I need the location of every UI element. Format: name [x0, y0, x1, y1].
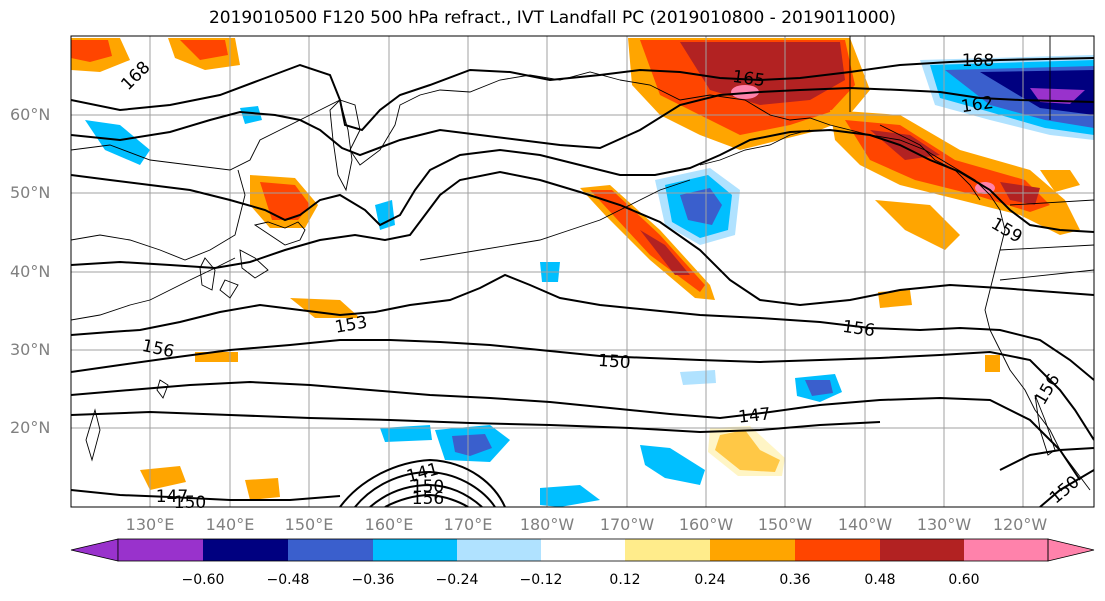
- lon-label: 150°W: [757, 515, 813, 534]
- lat-label: 30°N: [10, 340, 51, 359]
- colorbar-bin: [795, 539, 880, 561]
- lon-label: 180°W: [519, 515, 575, 534]
- map-title: 2019010500 F120 500 hPa refract., IVT La…: [208, 8, 896, 28]
- colorbar-tick-label: −0.48: [266, 572, 310, 588]
- colorbar-bin: [373, 539, 457, 561]
- colorbar-tick-label: −0.36: [351, 572, 395, 588]
- lat-label: 60°N: [10, 105, 51, 124]
- colorbar-tick-label: 0.12: [609, 572, 641, 588]
- contour-labels: 168 165 168 162 159 156 153 156 150 147 …: [117, 51, 1083, 513]
- colorbar-bin: [541, 539, 625, 561]
- shaded-anomaly-layer: [71, 38, 1094, 507]
- contour-label: 168: [117, 58, 154, 95]
- contour-label: 150: [174, 493, 206, 513]
- graticule: [71, 36, 1094, 507]
- contour-label: 150: [412, 477, 444, 497]
- lat-label: 50°N: [10, 183, 51, 202]
- colorbar-tick-label: 0.36: [779, 572, 811, 588]
- lon-label: 130°E: [125, 515, 175, 534]
- lat-label: 20°N: [10, 418, 51, 437]
- map-border: [70, 35, 1095, 508]
- colorbar-tick-label: 0.60: [948, 572, 980, 588]
- colorbar-bin: [203, 539, 288, 561]
- colorbar-bin: [288, 539, 373, 561]
- lon-label: 150°E: [284, 515, 334, 534]
- contour-label: 156: [841, 317, 876, 341]
- lon-label: 120°W: [992, 515, 1048, 534]
- contour-label: 156: [412, 489, 444, 509]
- colorbar-tick-label: −0.12: [519, 572, 563, 588]
- colorbar-bin: [880, 539, 964, 561]
- contour-label: 168: [962, 51, 994, 71]
- colorbar-bin: [710, 539, 795, 561]
- contour-label: 147: [156, 487, 188, 507]
- lon-label: 160°W: [678, 515, 734, 534]
- contour-label: 165: [731, 67, 766, 91]
- lon-label: 140°E: [205, 515, 255, 534]
- lon-label: 160°E: [364, 515, 414, 534]
- colorbar-tick-label: −0.24: [435, 572, 479, 588]
- colorbar-bin: [964, 539, 1048, 561]
- contour-label: 150: [597, 351, 631, 373]
- colorbar-tick-label: 0.24: [694, 572, 726, 588]
- height-contours: [71, 57, 1094, 507]
- colorbar: [70, 538, 1095, 562]
- lat-label: 40°N: [10, 262, 51, 281]
- lon-label: 170°E: [443, 515, 493, 534]
- lon-label: 170°W: [599, 515, 655, 534]
- colorbar-tick-label: −0.60: [181, 572, 225, 588]
- contour-label: 156: [140, 336, 176, 362]
- contour-label: 153: [333, 312, 368, 337]
- colorbar-bin: [118, 539, 203, 561]
- lon-label: 140°W: [837, 515, 893, 534]
- colorbar-bin: [625, 539, 710, 561]
- contour-label: 159: [987, 214, 1025, 248]
- colorbar-right-extension: [1047, 538, 1095, 562]
- colorbar-left-extension: [70, 538, 119, 562]
- colorbar-bin: [457, 539, 541, 561]
- lon-label: 130°W: [916, 515, 972, 534]
- contour-label: 147: [737, 404, 771, 427]
- colorbar-tick-label: 0.48: [864, 572, 896, 588]
- contour-label: 162: [960, 93, 995, 117]
